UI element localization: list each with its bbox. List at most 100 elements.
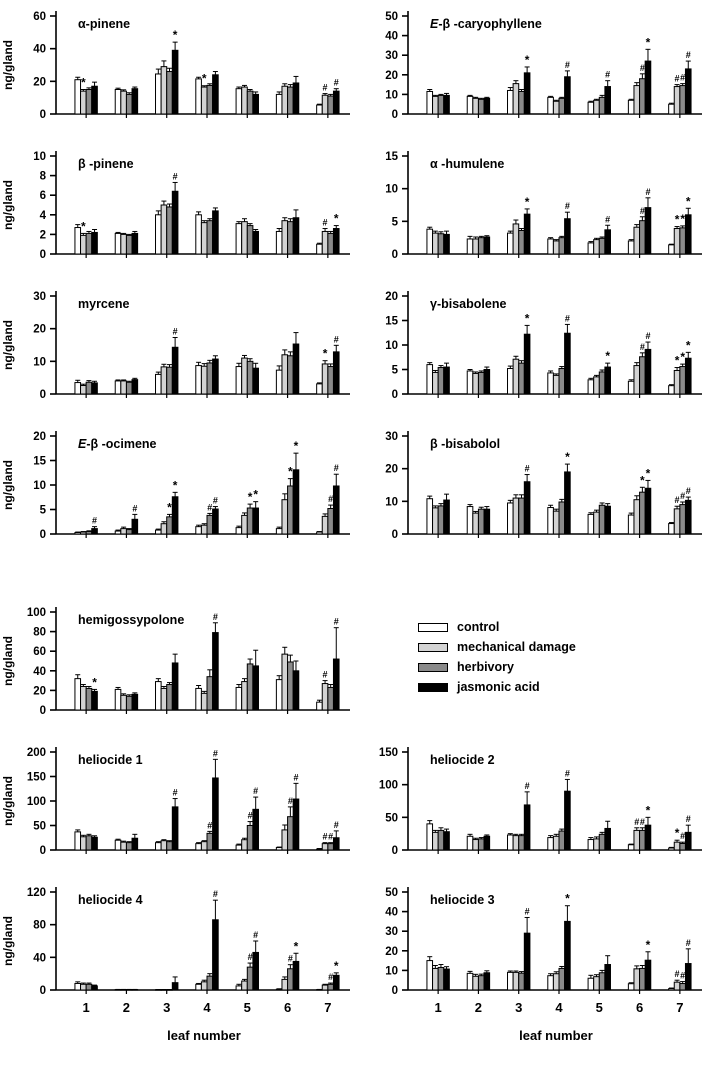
chart-e-beta-ocimene: 0 5 10 15 20 ng/gland E-β -ocimene # # * * # # * * * * # #: [0, 422, 352, 562]
svg-text:5: 5: [596, 1000, 603, 1015]
svg-text:*: *: [565, 892, 570, 906]
svg-text:0: 0: [40, 985, 46, 997]
svg-text:20: 20: [385, 70, 398, 82]
svg-text:20: 20: [385, 464, 398, 476]
svg-text:*: *: [81, 219, 86, 233]
svg-text:#: #: [173, 171, 178, 181]
svg-text:5: 5: [40, 505, 47, 517]
svg-text:*: *: [680, 212, 685, 226]
svg-text:#: #: [253, 786, 258, 796]
svg-text:2: 2: [123, 1000, 130, 1015]
svg-text:*: *: [202, 72, 207, 86]
svg-text:#: #: [645, 187, 650, 197]
chart-heliocide-2: 0 50 100 150 heliocide 2 # # # # * * # #: [352, 738, 704, 878]
svg-text:40: 40: [33, 952, 46, 964]
svg-text:heliocide 1: heliocide 1: [78, 753, 143, 767]
svg-text:5: 5: [244, 1000, 251, 1015]
svg-text:20: 20: [33, 685, 46, 697]
svg-text:hemigossypolone: hemigossypolone: [78, 613, 184, 627]
svg-text:0: 0: [40, 529, 46, 541]
svg-text:#: #: [248, 811, 253, 821]
svg-text:#: #: [680, 831, 685, 841]
svg-text:#: #: [213, 496, 218, 506]
chart-e-beta-caryophyllene: 0 10 20 30 40 50 E-β -caryophyllene * # # # * # # #: [352, 2, 704, 142]
svg-text:leaf number: leaf number: [519, 1028, 593, 1043]
svg-text:#: #: [640, 817, 645, 827]
svg-text:7: 7: [324, 1000, 331, 1015]
legend-item-herbivory: herbivory: [418, 660, 576, 674]
svg-text:20: 20: [33, 324, 46, 336]
chart-beta-pinene: 0 2 4 6 8 10 ng/gland β -pinene * # # *: [0, 142, 352, 282]
svg-text:*: *: [686, 194, 691, 208]
svg-text:#: #: [334, 463, 339, 473]
svg-text:*: *: [525, 195, 530, 209]
legend-swatch-herbivory: [418, 662, 448, 672]
svg-text:0: 0: [40, 389, 46, 401]
svg-text:#: #: [293, 772, 298, 782]
svg-text:#: #: [132, 503, 137, 513]
svg-text:150: 150: [379, 747, 398, 759]
svg-text:#: #: [323, 832, 328, 842]
svg-text:30: 30: [33, 291, 46, 303]
svg-text:50: 50: [33, 821, 46, 833]
svg-text:#: #: [213, 748, 218, 758]
svg-text:*: *: [294, 939, 299, 953]
svg-text:50: 50: [385, 812, 398, 824]
svg-text:20: 20: [33, 431, 46, 443]
svg-text:#: #: [525, 906, 530, 916]
svg-text:#: #: [640, 63, 645, 73]
svg-text:*: *: [525, 311, 530, 325]
svg-text:#: #: [605, 70, 610, 80]
legend-swatch-control: [418, 622, 448, 632]
svg-text:0: 0: [392, 389, 398, 401]
chart-gamma-bisabolene: 0 5 10 15 20 γ-bisabolene * # * # # * * *: [352, 282, 704, 422]
svg-text:#: #: [640, 342, 645, 352]
legend-label-herbivory: herbivory: [457, 660, 514, 674]
svg-text:10: 10: [33, 480, 46, 492]
svg-text:#: #: [288, 796, 293, 806]
svg-text:*: *: [81, 76, 86, 90]
svg-text:#: #: [675, 495, 680, 505]
svg-text:5: 5: [392, 365, 399, 377]
svg-text:*: *: [675, 213, 680, 227]
svg-text:0: 0: [392, 985, 398, 997]
svg-text:50: 50: [385, 887, 398, 899]
svg-text:*: *: [248, 490, 253, 504]
legend-item-control: control: [418, 620, 576, 634]
svg-text:*: *: [323, 347, 328, 361]
svg-text:80: 80: [33, 920, 46, 932]
svg-text:*: *: [646, 938, 651, 952]
svg-text:*: *: [167, 500, 172, 514]
svg-text:γ-bisabolene: γ-bisabolene: [430, 297, 506, 311]
svg-text:2: 2: [475, 1000, 482, 1015]
svg-text:10: 10: [33, 356, 46, 368]
svg-text:#: #: [634, 817, 639, 827]
svg-text:60: 60: [33, 11, 46, 23]
svg-text:30: 30: [385, 431, 398, 443]
chart-myrcene: 0 10 20 30 ng/gland myrcene # * #: [0, 282, 352, 422]
svg-text:#: #: [173, 788, 178, 798]
figure-row-6: 0 50 100 150 200 ng/gland heliocide 1 # # # # # # # # #…: [0, 738, 709, 878]
figure-row-5: 0 20 40 60 80 100 ng/gland hemigossypolone * # # # …: [0, 598, 709, 738]
svg-text:#: #: [328, 832, 333, 842]
svg-text:50: 50: [385, 11, 398, 23]
legend-swatch-mechanical-damage: [418, 642, 448, 652]
svg-text:ng/gland: ng/gland: [1, 916, 15, 966]
svg-text:#: #: [605, 214, 610, 224]
svg-text:3: 3: [515, 1000, 522, 1015]
legend-label-control: control: [457, 620, 500, 634]
svg-text:30: 30: [385, 50, 398, 62]
svg-text:*: *: [646, 35, 651, 49]
svg-text:100: 100: [27, 796, 46, 808]
svg-text:heliocide 2: heliocide 2: [430, 753, 495, 767]
legend-label-mechanical-damage: mechanical damage: [457, 640, 576, 654]
svg-text:#: #: [334, 820, 339, 830]
svg-text:6: 6: [636, 1000, 643, 1015]
svg-text:#: #: [213, 889, 218, 899]
svg-text:*: *: [525, 53, 530, 67]
